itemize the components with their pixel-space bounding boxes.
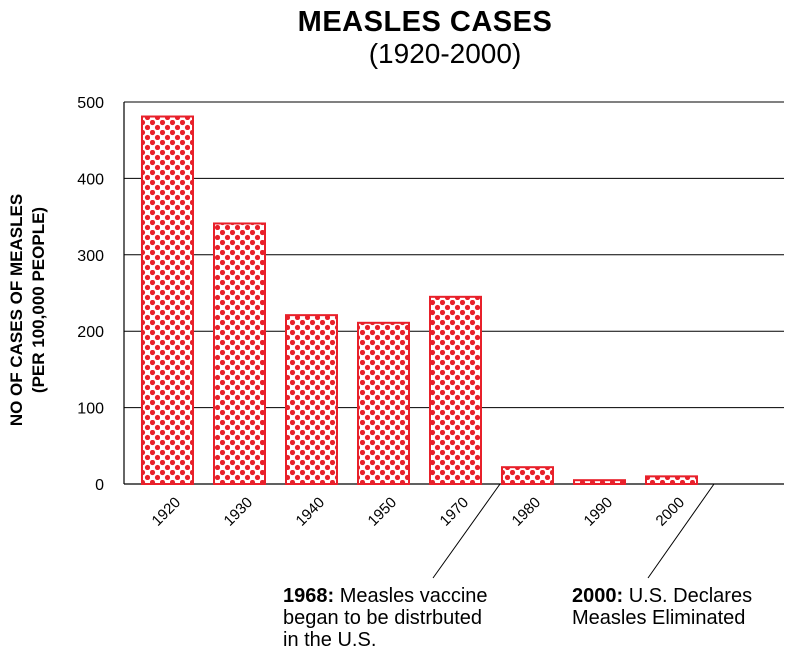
y-tick-label-500: 500 — [77, 95, 104, 112]
y-tick-label-300: 300 — [77, 248, 104, 265]
x-tick-label-1920: 1920 — [149, 494, 185, 530]
x-tick-label-1950: 1950 — [365, 494, 401, 530]
annotation-1968-line1: Measles vaccine — [334, 585, 488, 607]
annotation-1968: 1968: Measles vaccine began to be distrb… — [283, 585, 488, 651]
bar-1940 — [285, 314, 338, 485]
x-tick-label-1970: 1970 — [437, 494, 473, 530]
x-tick-label-1940: 1940 — [293, 494, 329, 530]
y-tick-label-200: 200 — [77, 324, 104, 341]
annotation-2000-line1: U.S. Declares — [623, 585, 753, 607]
annotation-2000-leader — [647, 483, 715, 579]
y-tick-label-100: 100 — [77, 401, 104, 418]
bar-1920 — [141, 115, 194, 486]
annotation-2000-line2: Measles Eliminated — [572, 607, 746, 629]
bar-2000 — [645, 475, 698, 485]
bar-1950 — [357, 321, 410, 485]
annotation-1968-line3: in the U.S. — [283, 629, 377, 651]
annotation-2000-year: 2000: — [572, 585, 624, 607]
annotation-1968-line2: began to be distrbuted — [283, 607, 483, 629]
bar-1930 — [213, 222, 266, 485]
annotation-2000: 2000: U.S. Declares Measles Eliminated — [572, 585, 752, 629]
bar-1970 — [429, 295, 482, 485]
y-axis-title-line2: (PER 100,000 PEOPLE) — [29, 207, 48, 393]
chart-subtitle: (1920-2000) — [368, 38, 522, 69]
bar-1980 — [501, 466, 554, 485]
y-axis-title-line1: NO OF CASES OF MEASLES — [7, 194, 26, 426]
y-tick-label-0: 0 — [95, 477, 104, 494]
annotation-1968-leader — [432, 483, 501, 579]
x-tick-label-1930: 1930 — [221, 494, 257, 530]
bar-1990 — [573, 479, 626, 485]
x-tick-label-1990: 1990 — [581, 494, 617, 530]
x-tick-label-1980: 1980 — [509, 494, 545, 530]
annotation-1968-year: 1968: — [283, 585, 335, 607]
x-tick-label-2000: 2000 — [653, 494, 689, 530]
y-tick-label-400: 400 — [77, 171, 104, 188]
chart-title: MEASLES CASES — [297, 6, 553, 38]
